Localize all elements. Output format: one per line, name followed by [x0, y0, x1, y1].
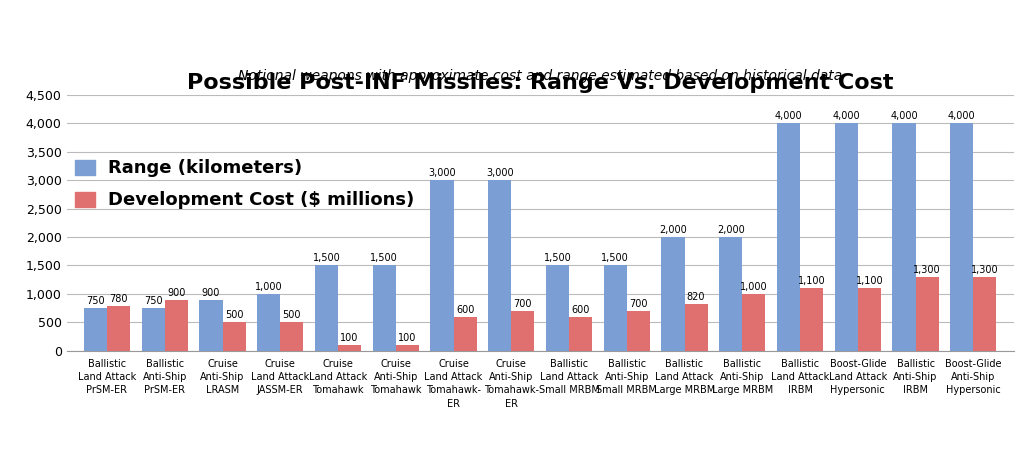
Bar: [222, 322, 246, 351]
Text: 700: 700: [629, 299, 647, 309]
Text: 2,000: 2,000: [659, 225, 687, 235]
Bar: [835, 123, 858, 351]
Text: 750: 750: [86, 296, 104, 306]
Text: 3,000: 3,000: [428, 168, 456, 178]
Bar: [454, 317, 476, 351]
Bar: [858, 288, 881, 351]
Text: 1,500: 1,500: [371, 254, 398, 264]
Bar: [662, 237, 685, 351]
Text: Notional weapons with approximate cost and range estimated based on historical d: Notional weapons with approximate cost a…: [238, 69, 843, 83]
Text: 500: 500: [283, 310, 301, 320]
Text: 4,000: 4,000: [948, 111, 976, 121]
Bar: [281, 322, 303, 351]
Text: 1,000: 1,000: [255, 282, 283, 292]
Bar: [315, 265, 338, 351]
Bar: [893, 123, 915, 351]
Text: 820: 820: [687, 292, 706, 302]
Text: 1,300: 1,300: [971, 265, 998, 275]
Bar: [719, 237, 742, 351]
Bar: [915, 277, 939, 351]
Text: 700: 700: [514, 299, 532, 309]
Text: 900: 900: [202, 288, 220, 298]
Bar: [395, 345, 419, 351]
Text: 1,300: 1,300: [913, 265, 941, 275]
Title: Possible Post-INF Missiles: Range Vs. Development Cost: Possible Post-INF Missiles: Range Vs. De…: [187, 73, 893, 93]
Text: 500: 500: [225, 310, 244, 320]
Text: 780: 780: [110, 294, 128, 304]
Bar: [950, 123, 974, 351]
Text: 4,000: 4,000: [775, 111, 803, 121]
Text: 1,500: 1,500: [601, 254, 629, 264]
Bar: [777, 123, 800, 351]
Bar: [430, 180, 454, 351]
Text: 1,100: 1,100: [856, 276, 883, 286]
Bar: [627, 311, 650, 351]
Text: 1,500: 1,500: [544, 254, 571, 264]
Text: 1,500: 1,500: [312, 254, 340, 264]
Text: 1,100: 1,100: [798, 276, 825, 286]
Bar: [569, 317, 592, 351]
Bar: [141, 308, 165, 351]
Bar: [800, 288, 823, 351]
Text: 1,000: 1,000: [740, 282, 768, 292]
Bar: [257, 294, 281, 351]
Bar: [373, 265, 395, 351]
Bar: [546, 265, 569, 351]
Bar: [106, 306, 130, 351]
Text: 2,000: 2,000: [717, 225, 744, 235]
Text: 600: 600: [571, 305, 590, 315]
Bar: [200, 300, 222, 351]
Bar: [165, 300, 187, 351]
Text: 600: 600: [456, 305, 474, 315]
Legend: Range (kilometers), Development Cost ($ millions): Range (kilometers), Development Cost ($ …: [75, 159, 415, 209]
Bar: [338, 345, 361, 351]
Bar: [84, 308, 106, 351]
Bar: [742, 294, 765, 351]
Text: 4,000: 4,000: [833, 111, 860, 121]
Bar: [974, 277, 996, 351]
Bar: [488, 180, 511, 351]
Text: 750: 750: [144, 296, 163, 306]
Text: 4,000: 4,000: [890, 111, 918, 121]
Bar: [511, 311, 535, 351]
Text: 100: 100: [398, 333, 417, 343]
Text: 100: 100: [340, 333, 358, 343]
Bar: [685, 304, 708, 351]
Text: 900: 900: [167, 288, 185, 298]
Text: 3,000: 3,000: [486, 168, 514, 178]
Bar: [604, 265, 627, 351]
